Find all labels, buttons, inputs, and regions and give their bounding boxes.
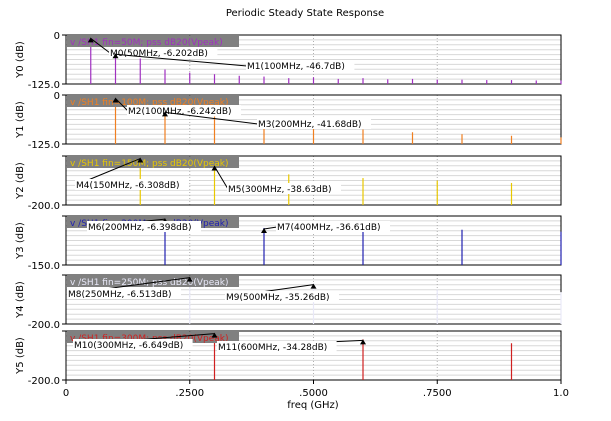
marker-label-bg	[67, 288, 181, 299]
marker-label: M7(400MHz, -36.61dB)	[277, 223, 381, 233]
marker-label: M6(200MHz, -6.398dB)	[88, 223, 192, 233]
x-tick-label: .7500	[423, 388, 452, 399]
marker-leader	[164, 111, 259, 125]
marker-arrow	[186, 276, 193, 282]
x-tick-label: .2500	[175, 388, 204, 399]
marker-label: M3(200MHz, -41.68dB)	[258, 120, 362, 130]
marker-label: M0(50MHz, -6.202dB)	[110, 49, 208, 59]
plot-frame	[65, 155, 562, 206]
marker-label-bg	[217, 341, 337, 352]
legend-box	[67, 96, 239, 107]
marker-leader	[115, 98, 129, 112]
marker-arrow	[162, 111, 168, 117]
y-tick-top: 0	[54, 31, 60, 42]
y-axis-label: Y0 (dB)	[15, 41, 26, 79]
legend-entry: v /SH1 fin=150M; pss dB20(Vpeak)	[70, 159, 228, 169]
marker-label: M1(100MHz, -46.7dB)	[247, 62, 345, 72]
panel-p3: -150.0Y3 (dB)v /SH1 fin=200M; pss dB20(V…	[15, 215, 562, 272]
marker-arrow	[310, 283, 317, 289]
panel-p4: -200.0Y4 (dB) v /SH1 fin=250M; pss dB20(V…	[15, 274, 562, 331]
marker-leader	[90, 38, 111, 54]
y-axis-label: Y4 (dB)	[15, 281, 26, 319]
marker-label: M5(300MHz, -38.63dB)	[228, 185, 332, 195]
y-tick-top: 0	[54, 91, 60, 102]
marker-label: M9(500MHz, -35.26dB)	[226, 293, 330, 303]
marker-label-bg	[87, 221, 201, 232]
marker-label: M11(600MHz, -34.28dB)	[218, 343, 327, 353]
y-tick-bottom: -200.0	[28, 320, 60, 331]
marker-arrow	[360, 339, 366, 345]
marker-label-bg	[73, 339, 193, 350]
marker-label-bg	[109, 47, 218, 58]
x-axis-label: freq (GHz)	[287, 400, 339, 411]
y-tick-bottom: -150.0	[28, 261, 60, 272]
marker-label-bg	[75, 179, 189, 190]
y-axis-label: Y2 (dB)	[15, 162, 26, 200]
y-axis-label: Y1 (dB)	[15, 101, 26, 139]
marker-label-bg	[127, 105, 241, 116]
marker-label-bg	[227, 183, 341, 194]
y-axis-label: Y5 (dB)	[15, 337, 26, 375]
marker-arrow	[112, 53, 119, 59]
legend-box	[67, 276, 239, 287]
marker-arrow	[211, 332, 218, 338]
x-tick-label: 0	[63, 388, 69, 399]
marker-leader	[115, 53, 248, 67]
marker-arrow	[112, 97, 119, 103]
legend-box	[67, 157, 239, 168]
marker-label-bg	[225, 291, 339, 302]
marker-label-bg	[276, 221, 390, 232]
y-axis-label: Y3 (dB)	[15, 222, 26, 260]
legend-entry: v /SH1 fin=50M; pss dB20(Vpeak)	[70, 38, 223, 48]
legend-box	[67, 36, 239, 47]
chart-title: Periodic Steady State Response	[226, 8, 384, 19]
x-tick-label: .5000	[299, 388, 328, 399]
y-tick-bottom: -200.0	[28, 376, 60, 387]
marker-arrow	[211, 165, 218, 171]
legend-box	[67, 332, 239, 343]
panel-p0: 0 -125.0Y0 (dB) v /SH1 fin=50M; pss dB20(V…	[15, 31, 562, 91]
marker-label: M10(300MHz, -6.649dB)	[74, 341, 183, 351]
panel-p5: -200.0Y5 (dB)v /SH1 fin=300M; pss dB20(V…	[15, 330, 562, 387]
marker-label: M8(250MHz, -6.513dB)	[68, 290, 172, 300]
legend-entry: v /SH1 fin=100M; pss dB20(Vpeak)	[70, 98, 228, 108]
y-tick-bottom: -125.0	[28, 140, 60, 151]
marker-arrow	[261, 227, 267, 233]
marker-label-bg	[257, 118, 371, 129]
y-tick-bottom: -125.0	[28, 80, 60, 91]
x-tick-label: 1.0	[553, 388, 569, 399]
panel-p2: -200.0Y2 (dB) v /SH1 fin=150M; pss dB20(V…	[15, 155, 562, 212]
y-tick-bottom: -200.0	[28, 201, 60, 212]
marker-label-bg	[246, 60, 355, 71]
marker-label: M2(100MHz, -6.242dB)	[128, 107, 232, 117]
marker-arrow	[87, 37, 94, 43]
panel-p1: 0 -125.0Y1 (dB) v /SH1 fin=100M; pss dB20(…	[15, 91, 562, 151]
marker-arrow	[137, 157, 144, 163]
marker-label: M4(150MHz, -6.308dB)	[76, 181, 180, 191]
marker-leader	[263, 226, 278, 230]
